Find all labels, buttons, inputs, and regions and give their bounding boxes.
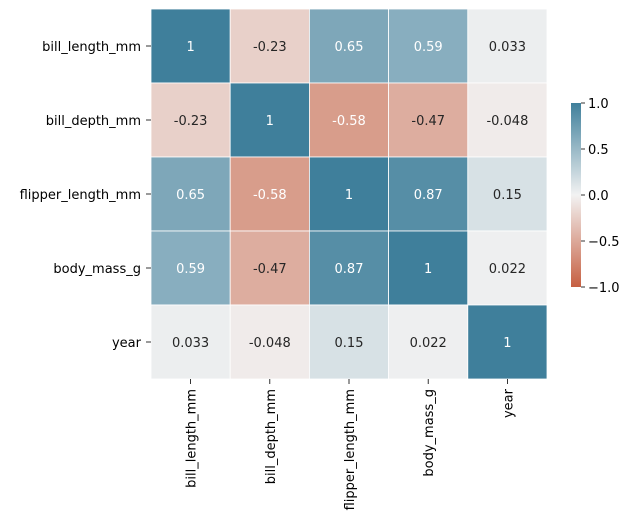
cell-value-label: -0.58: [253, 188, 287, 203]
heatmap-cell: [308, 8, 389, 84]
cell-value-label: 0.87: [335, 262, 364, 277]
colorbar-tick-label: 1.0: [588, 97, 609, 112]
cell-value-label: -0.23: [253, 40, 287, 55]
cell-value-label: -0.23: [174, 114, 208, 129]
cell-value-label: 0.15: [493, 188, 522, 203]
cell-value-label: 0.022: [489, 262, 526, 277]
cell-value-label: 0.022: [410, 336, 447, 351]
heatmap-cell: [467, 156, 548, 232]
cell-value-label: 0.59: [414, 40, 443, 55]
cell-value-label: -0.048: [249, 336, 291, 351]
heatmap-cell: [388, 8, 469, 84]
heatmap-cell: [467, 82, 548, 158]
x-tick-label: bill_depth_mm: [264, 389, 279, 484]
cell-value-label: 0.033: [172, 336, 209, 351]
cell-value-label: 0.033: [489, 40, 526, 55]
cell-value-label: 0.65: [335, 40, 364, 55]
cell-value-label: -0.048: [486, 114, 528, 129]
y-tick-label: bill_length_mm: [42, 40, 141, 55]
y-tick-label: body_mass_g: [53, 262, 141, 277]
y-axis-tick-labels: bill_length_mm bill_depth_mm flipper_lengt…: [20, 40, 151, 351]
heatmap-cell: [308, 230, 389, 306]
heatmap-cell: [467, 8, 548, 84]
cell-value-label: 0.65: [176, 188, 205, 203]
heatmap-cell: [467, 230, 548, 306]
cell-value-label: 1: [503, 336, 511, 351]
colorbar-bar: [571, 103, 581, 287]
heatmap-cell: [229, 230, 310, 306]
cell-value-label: 1: [345, 188, 353, 203]
cell-value-label: -0.47: [253, 262, 287, 277]
cell-value-label: 0.87: [414, 188, 443, 203]
y-tick-label: bill_depth_mm: [46, 114, 141, 129]
cell-value-label: 0.15: [335, 336, 364, 351]
colorbar-tick-label: 0.5: [588, 143, 609, 158]
heatmap-cells: [150, 8, 548, 380]
y-tick-label: year: [112, 336, 142, 351]
heatmap-cell: [229, 156, 310, 232]
heatmap-cell: [229, 8, 310, 84]
heatmap-cell: [308, 82, 389, 158]
heatmap-cell: [467, 304, 548, 380]
y-tick-label: flipper_length_mm: [20, 188, 141, 203]
x-axis-tick-labels: bill_length_mm bill_depth_mm flipper_lengt…: [185, 379, 516, 510]
heatmap-cell: [388, 156, 469, 232]
cell-value-label: 0.59: [176, 262, 205, 277]
cell-value-label: 1: [186, 40, 194, 55]
cell-value-label: 1: [424, 262, 432, 277]
heatmap-cell: [150, 82, 231, 158]
heatmap-cell: [150, 8, 231, 84]
heatmap-cell: [308, 156, 389, 232]
colorbar: 1.0 0.5 0.0 −0.5 −1.0: [571, 97, 620, 296]
colorbar-tick-label: −0.5: [588, 235, 620, 250]
heatmap-cell: [150, 304, 231, 380]
x-tick-label: body_mass_g: [422, 389, 437, 477]
cell-value-label: -0.47: [411, 114, 445, 129]
heatmap-cell: [308, 304, 389, 380]
cell-value-label: -0.58: [332, 114, 366, 129]
colorbar-tick-label: 0.0: [588, 189, 609, 204]
heatmap-annotations: 1 -0.23 0.65 0.59 0.033 -0.23 1 -0.58 -0.47 -0.04…: [172, 40, 528, 351]
x-tick-label: bill_length_mm: [185, 389, 200, 488]
heatmap-cell: [229, 304, 310, 380]
colorbar-tick-label: −1.0: [588, 281, 620, 296]
x-tick-label: year: [501, 388, 516, 418]
heatmap-cell: [388, 230, 469, 306]
cell-value-label: 1: [266, 114, 274, 129]
x-tick-label: flipper_length_mm: [343, 389, 358, 510]
